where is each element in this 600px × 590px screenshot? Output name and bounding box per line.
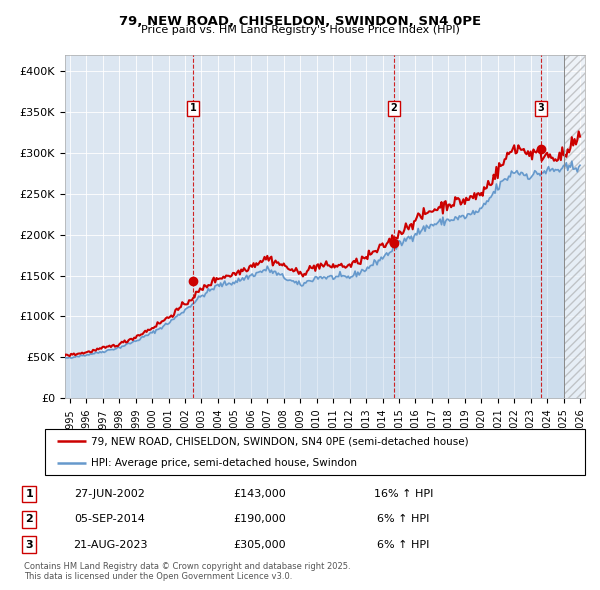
Text: 2: 2 <box>391 103 397 113</box>
Text: Price paid vs. HM Land Registry's House Price Index (HPI): Price paid vs. HM Land Registry's House … <box>140 25 460 35</box>
Text: £190,000: £190,000 <box>233 514 286 524</box>
Text: 27-JUN-2002: 27-JUN-2002 <box>74 489 145 499</box>
Text: 1: 1 <box>25 489 33 499</box>
Text: Contains HM Land Registry data © Crown copyright and database right 2025.
This d: Contains HM Land Registry data © Crown c… <box>24 562 350 581</box>
Bar <box>563 55 585 398</box>
Text: 16% ↑ HPI: 16% ↑ HPI <box>374 489 433 499</box>
Text: 3: 3 <box>25 539 33 549</box>
Text: 79, NEW ROAD, CHISELDON, SWINDON, SN4 0PE: 79, NEW ROAD, CHISELDON, SWINDON, SN4 0P… <box>119 15 481 28</box>
Text: 3: 3 <box>538 103 544 113</box>
Text: £305,000: £305,000 <box>233 539 286 549</box>
Text: HPI: Average price, semi-detached house, Swindon: HPI: Average price, semi-detached house,… <box>91 457 357 467</box>
Text: £143,000: £143,000 <box>233 489 286 499</box>
Text: 21-AUG-2023: 21-AUG-2023 <box>73 539 147 549</box>
Text: 1: 1 <box>190 103 196 113</box>
Text: 2: 2 <box>25 514 33 524</box>
Text: 79, NEW ROAD, CHISELDON, SWINDON, SN4 0PE (semi-detached house): 79, NEW ROAD, CHISELDON, SWINDON, SN4 0P… <box>91 437 469 447</box>
Text: 6% ↑ HPI: 6% ↑ HPI <box>377 539 430 549</box>
Text: 05-SEP-2014: 05-SEP-2014 <box>74 514 145 524</box>
FancyBboxPatch shape <box>45 429 585 475</box>
Text: 6% ↑ HPI: 6% ↑ HPI <box>377 514 430 524</box>
